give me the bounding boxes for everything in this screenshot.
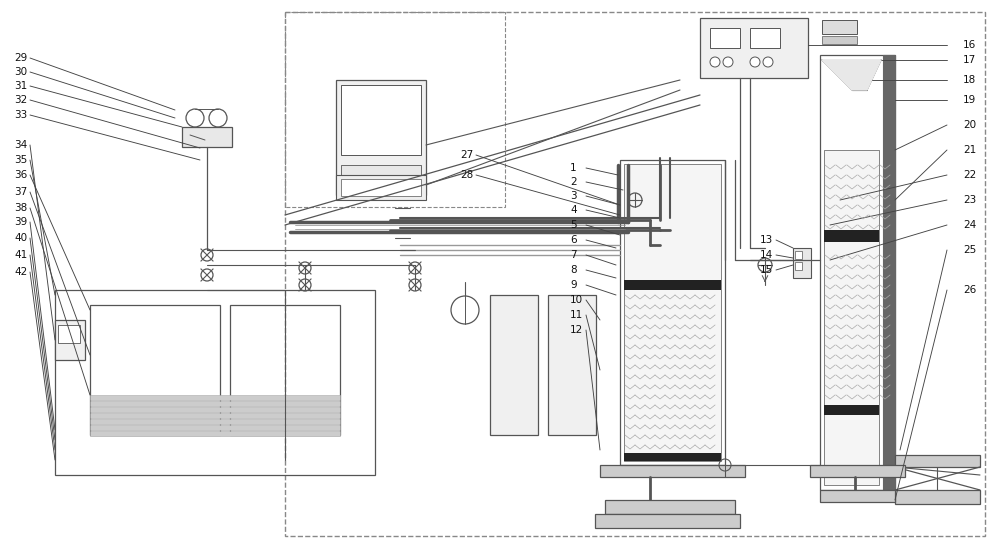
Text: 39: 39	[14, 217, 27, 227]
Text: 41: 41	[14, 250, 27, 260]
Bar	[822, 20, 857, 34]
Bar	[810, 465, 905, 477]
Bar	[55, 320, 85, 360]
Text: 15: 15	[760, 265, 773, 275]
Bar	[548, 295, 596, 435]
Text: 17: 17	[963, 55, 976, 65]
Text: 27: 27	[460, 150, 473, 160]
Bar	[793, 248, 811, 278]
Text: 9: 9	[570, 280, 577, 290]
Text: 33: 33	[14, 110, 27, 120]
Bar	[595, 514, 740, 528]
Bar	[90, 407, 340, 412]
Bar	[624, 453, 721, 461]
Bar	[600, 465, 745, 477]
Bar	[285, 12, 505, 207]
Text: 40: 40	[14, 233, 27, 243]
Text: 8: 8	[570, 265, 577, 275]
Circle shape	[710, 57, 720, 67]
Bar	[341, 165, 421, 183]
Circle shape	[750, 57, 760, 67]
Text: 25: 25	[963, 245, 976, 255]
Bar	[90, 413, 340, 418]
Text: 10: 10	[570, 295, 583, 305]
Bar	[90, 419, 340, 424]
Text: 11: 11	[570, 310, 583, 320]
Bar	[750, 28, 780, 48]
Text: 28: 28	[460, 170, 473, 180]
Text: 4: 4	[570, 205, 577, 215]
Bar	[90, 431, 340, 436]
Bar	[490, 295, 538, 435]
Text: 24: 24	[963, 220, 976, 230]
Text: 6: 6	[570, 235, 577, 245]
Text: 20: 20	[963, 120, 976, 130]
Text: 23: 23	[963, 195, 976, 205]
Bar	[90, 305, 220, 435]
Bar	[58, 325, 80, 343]
Bar	[824, 230, 879, 242]
Bar	[336, 80, 426, 195]
Bar	[824, 150, 879, 485]
Text: 42: 42	[14, 267, 27, 277]
Bar	[624, 164, 721, 461]
Text: 29: 29	[14, 53, 27, 63]
Text: 16: 16	[963, 40, 976, 50]
Bar	[820, 55, 895, 490]
Text: 7: 7	[570, 250, 577, 260]
Text: 3: 3	[570, 191, 577, 201]
Text: 36: 36	[14, 170, 27, 180]
Bar	[822, 36, 857, 44]
Bar	[285, 12, 985, 536]
Text: 14: 14	[760, 250, 773, 260]
Bar	[820, 490, 895, 502]
Text: 38: 38	[14, 203, 27, 213]
Text: 34: 34	[14, 140, 27, 150]
Bar	[895, 490, 980, 504]
Bar	[90, 425, 340, 430]
Bar	[895, 455, 980, 467]
Text: 19: 19	[963, 95, 976, 105]
Text: 32: 32	[14, 95, 27, 105]
Bar	[90, 395, 340, 400]
Bar	[883, 55, 895, 490]
Bar	[605, 500, 735, 514]
Bar	[336, 175, 426, 200]
Bar	[620, 160, 725, 465]
Text: 22: 22	[963, 170, 976, 180]
Bar	[795, 251, 802, 259]
Bar	[341, 85, 421, 155]
Polygon shape	[822, 60, 881, 90]
Bar	[230, 305, 340, 435]
Text: 37: 37	[14, 187, 27, 197]
Text: 1: 1	[570, 163, 577, 173]
Bar	[341, 179, 421, 196]
Text: 21: 21	[963, 145, 976, 155]
Text: 31: 31	[14, 81, 27, 91]
Circle shape	[723, 57, 733, 67]
Circle shape	[451, 296, 479, 324]
Text: 26: 26	[963, 285, 976, 295]
Bar	[710, 28, 740, 48]
Bar	[624, 280, 721, 290]
Text: 12: 12	[570, 325, 583, 335]
Text: 2: 2	[570, 177, 577, 187]
Bar	[795, 262, 802, 270]
Bar	[700, 18, 808, 78]
Bar	[55, 290, 375, 475]
Bar	[182, 127, 232, 147]
Circle shape	[763, 57, 773, 67]
Text: 30: 30	[14, 67, 27, 77]
Bar	[824, 405, 879, 415]
Text: 5: 5	[570, 220, 577, 230]
Text: 13: 13	[760, 235, 773, 245]
Text: 35: 35	[14, 155, 27, 165]
Text: 18: 18	[963, 75, 976, 85]
Bar	[90, 401, 340, 406]
